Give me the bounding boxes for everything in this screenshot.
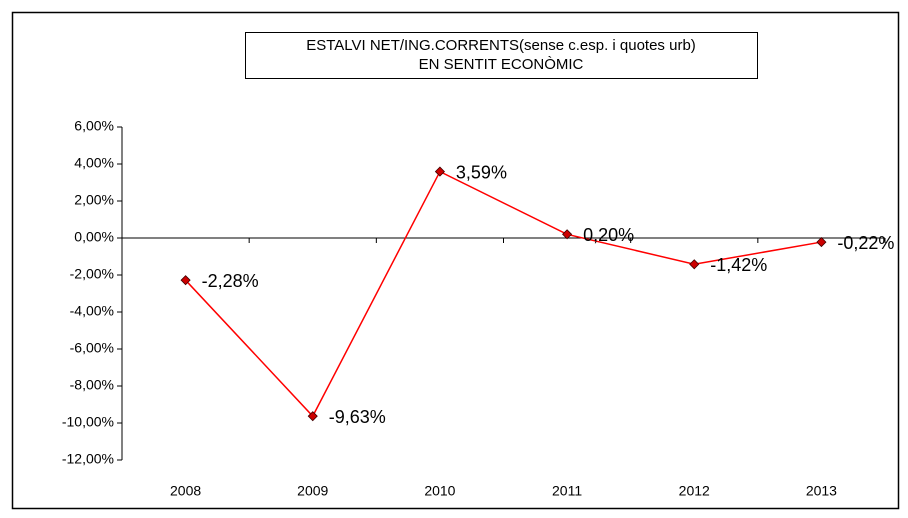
x-tick-label: 2013 (806, 483, 837, 499)
chart-title: EN SENTIT ECONÒMIC (419, 56, 584, 73)
data-label: -2,28% (202, 271, 259, 291)
data-label: 3,59% (456, 162, 507, 182)
x-tick-label: 2008 (170, 483, 201, 499)
y-tick-label: -8,00% (70, 377, 114, 393)
y-tick-label: 0,00% (74, 229, 114, 245)
marker (307, 411, 318, 422)
marker (816, 237, 827, 248)
y-tick-label: 4,00% (74, 155, 114, 171)
data-label: -0,22% (837, 233, 894, 253)
marker (689, 259, 700, 270)
x-tick-label: 2010 (424, 483, 455, 499)
marker (562, 229, 573, 240)
y-tick-label: -6,00% (70, 340, 114, 356)
y-tick-label: -4,00% (70, 303, 114, 319)
chart-border (11, 11, 900, 510)
y-tick-label: -12,00% (62, 451, 114, 467)
marker (180, 275, 191, 286)
y-tick-label: -10,00% (62, 414, 114, 430)
y-tick-label: 6,00% (74, 118, 114, 134)
marker (434, 166, 445, 177)
x-tick-label: 2009 (297, 483, 328, 499)
data-label: -1,42% (710, 255, 767, 275)
data-label: -9,63% (329, 407, 386, 427)
line (185, 170, 822, 418)
x-tick-label: 2012 (679, 483, 710, 499)
data-label: 0,20% (583, 225, 634, 245)
title-box (245, 32, 758, 79)
x-tick-label: 2011 (552, 483, 582, 499)
chart-title: ESTALVI NET/ING.CORRENTS(sense c.esp. i … (306, 37, 696, 54)
y-tick-label: -2,00% (70, 266, 114, 282)
y-tick-label: 2,00% (74, 192, 114, 208)
